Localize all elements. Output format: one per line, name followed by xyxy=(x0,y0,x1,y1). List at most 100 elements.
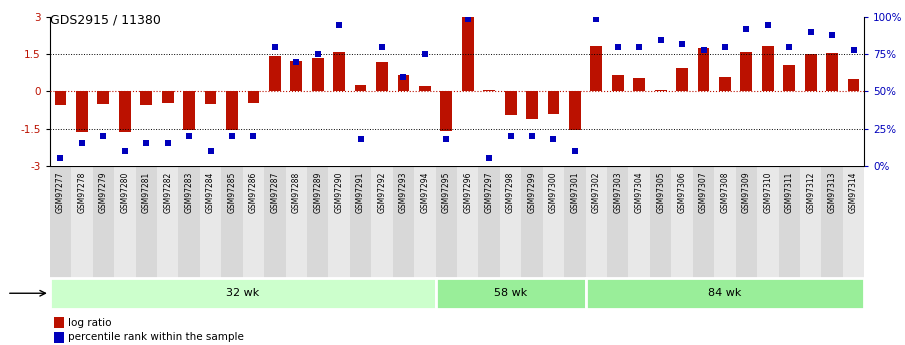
Text: GSM97311: GSM97311 xyxy=(785,171,794,213)
Bar xyxy=(183,91,195,130)
Text: percentile rank within the sample: percentile rank within the sample xyxy=(68,332,243,342)
Bar xyxy=(521,166,543,279)
Text: GSM97287: GSM97287 xyxy=(271,171,280,213)
Text: GSM97283: GSM97283 xyxy=(185,171,194,213)
Text: GSM97288: GSM97288 xyxy=(291,171,300,213)
Bar xyxy=(136,166,157,279)
Bar xyxy=(221,166,243,279)
Bar xyxy=(693,166,714,279)
Bar xyxy=(740,52,752,91)
Text: GSM97298: GSM97298 xyxy=(506,171,515,213)
Bar xyxy=(822,166,843,279)
Text: GSM97308: GSM97308 xyxy=(720,171,729,213)
Bar xyxy=(54,317,64,328)
Text: GSM97313: GSM97313 xyxy=(828,171,836,213)
Bar xyxy=(757,166,778,279)
Bar xyxy=(784,66,795,91)
Bar xyxy=(355,85,367,91)
Bar xyxy=(843,166,864,279)
Text: GSM97280: GSM97280 xyxy=(120,171,129,213)
Bar xyxy=(54,91,66,105)
Text: GSM97302: GSM97302 xyxy=(592,171,601,213)
Bar xyxy=(441,91,452,131)
Bar xyxy=(564,166,586,279)
Text: GSM97303: GSM97303 xyxy=(614,171,623,213)
Bar xyxy=(329,166,350,279)
Bar xyxy=(307,166,329,279)
Bar xyxy=(483,90,495,91)
Bar xyxy=(114,166,136,279)
Bar xyxy=(178,166,200,279)
Text: log ratio: log ratio xyxy=(68,318,111,328)
Text: GSM97297: GSM97297 xyxy=(485,171,493,213)
Bar xyxy=(205,91,216,104)
Text: GSM97305: GSM97305 xyxy=(656,171,665,213)
Bar xyxy=(119,91,130,132)
Bar xyxy=(526,91,538,119)
Bar xyxy=(586,166,607,279)
Bar xyxy=(286,166,307,279)
Text: GSM97295: GSM97295 xyxy=(442,171,451,213)
Bar xyxy=(698,48,710,91)
Bar xyxy=(479,166,500,279)
Text: GSM97306: GSM97306 xyxy=(678,171,687,213)
Bar xyxy=(98,91,110,104)
Text: GSM97309: GSM97309 xyxy=(742,171,751,213)
Bar xyxy=(226,91,238,130)
Bar xyxy=(586,278,864,309)
Text: GSM97282: GSM97282 xyxy=(163,171,172,213)
Text: GSM97296: GSM97296 xyxy=(463,171,472,213)
Bar xyxy=(435,278,586,309)
Bar xyxy=(543,166,564,279)
Text: 58 wk: 58 wk xyxy=(494,288,528,298)
Bar xyxy=(654,90,667,91)
Bar xyxy=(462,17,473,91)
Bar xyxy=(500,166,521,279)
Text: GSM97281: GSM97281 xyxy=(142,171,151,213)
Bar xyxy=(157,166,178,279)
Text: GSM97294: GSM97294 xyxy=(421,171,429,213)
Text: GSM97286: GSM97286 xyxy=(249,171,258,213)
Text: GDS2915 / 11380: GDS2915 / 11380 xyxy=(50,14,161,27)
Bar xyxy=(848,79,860,91)
Bar xyxy=(457,166,479,279)
Bar xyxy=(371,166,393,279)
Bar xyxy=(397,75,409,91)
Bar xyxy=(569,91,581,130)
Bar xyxy=(719,77,731,91)
Text: GSM97310: GSM97310 xyxy=(763,171,772,213)
Bar xyxy=(269,56,281,91)
Text: GSM97290: GSM97290 xyxy=(335,171,344,213)
Bar xyxy=(800,166,822,279)
Bar xyxy=(612,75,624,91)
Bar xyxy=(826,53,838,91)
Bar xyxy=(393,166,414,279)
Bar xyxy=(805,55,816,91)
Bar xyxy=(634,78,645,91)
Text: GSM97279: GSM97279 xyxy=(99,171,108,213)
Text: GSM97292: GSM97292 xyxy=(377,171,386,213)
Text: 32 wk: 32 wk xyxy=(226,288,260,298)
Text: GSM97312: GSM97312 xyxy=(806,171,815,213)
Bar xyxy=(607,166,628,279)
Text: GSM97289: GSM97289 xyxy=(313,171,322,213)
Bar xyxy=(71,166,92,279)
Bar xyxy=(505,91,517,115)
Bar xyxy=(762,46,774,91)
Bar xyxy=(92,166,114,279)
Bar xyxy=(264,166,286,279)
Bar xyxy=(714,166,736,279)
Bar xyxy=(200,166,221,279)
Bar xyxy=(243,166,264,279)
Bar xyxy=(140,91,152,105)
Bar xyxy=(376,62,388,91)
Bar xyxy=(54,332,64,343)
Bar xyxy=(333,52,345,91)
Text: 84 wk: 84 wk xyxy=(709,288,741,298)
Bar xyxy=(676,68,688,91)
Text: GSM97307: GSM97307 xyxy=(699,171,708,213)
Bar xyxy=(312,58,324,91)
Bar xyxy=(650,166,672,279)
Bar xyxy=(162,91,174,102)
Text: GSM97300: GSM97300 xyxy=(549,171,558,213)
